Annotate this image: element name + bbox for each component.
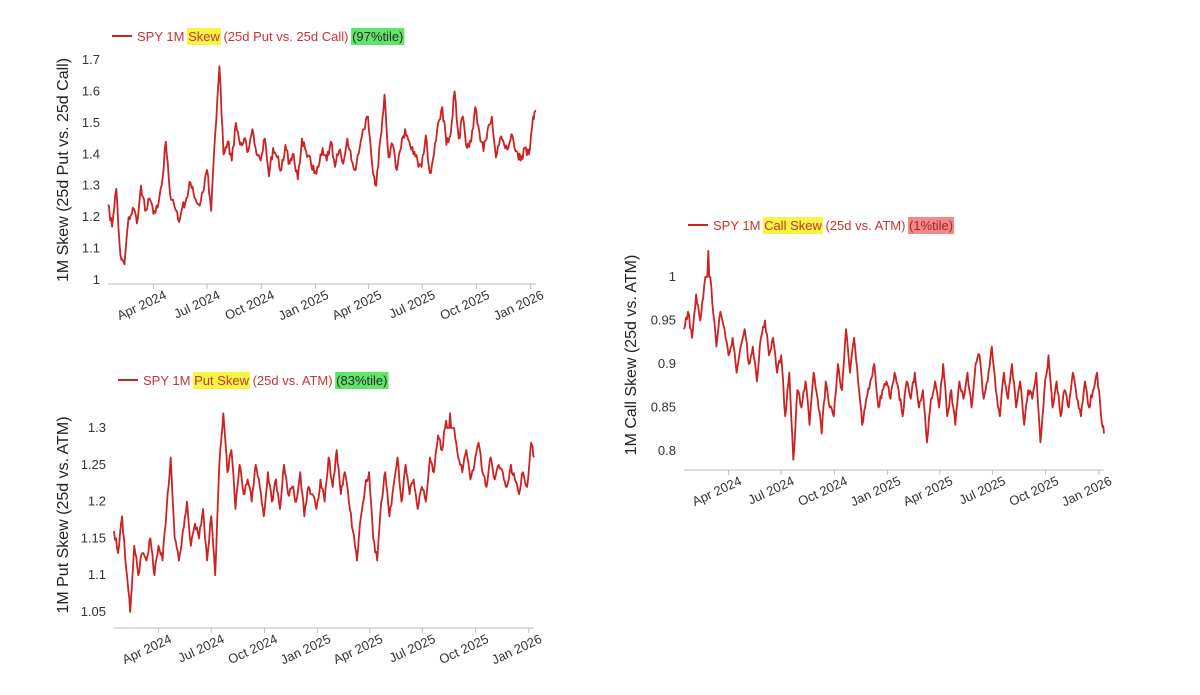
y-axis-label: 1M Skew (25d Put vs. 25d Call) [55, 58, 72, 282]
x-tick-label: Jul 2024 [176, 631, 227, 665]
legend-highlight-bg [351, 28, 405, 45]
legend-highlight-bg [908, 217, 955, 234]
series-line-call-skew [683, 250, 1105, 461]
legend-suffix: (25d vs. ATM) [822, 218, 909, 233]
x-tick-label: Jul 2025 [957, 473, 1008, 507]
series-line-put-skew [113, 412, 535, 613]
x-tick-label: Apr 2024 [690, 473, 744, 509]
x-tick-label: Apr 2025 [330, 287, 384, 323]
legend-badge: (1%tile) [909, 218, 953, 233]
chart-put-skew: SPY 1M Put Skew (25d vs. ATM) (83%tile) … [55, 372, 544, 667]
x-tick-label: Oct 2024 [222, 287, 276, 323]
series-line-skew [107, 65, 537, 266]
chart-call-skew: SPY 1M Call Skew (25d vs. ATM) (1%tile) … [623, 217, 1114, 509]
legend-put-skew: SPY 1M Put Skew (25d vs. ATM) (83%tile) [118, 372, 389, 389]
x-tick-label: Oct 2025 [1007, 473, 1061, 509]
legend-prefix: SPY 1M [143, 373, 194, 388]
x-tick-label: Jan 2025 [848, 473, 903, 509]
x-tick-label: Oct 2024 [226, 631, 280, 667]
y-tick-label: 1.6 [82, 83, 100, 98]
legend-highlight: Skew [188, 29, 220, 44]
legend-call-skew: SPY 1M Call Skew (25d vs. ATM) (1%tile) [688, 217, 955, 234]
y-tick-label: 1 [93, 272, 100, 287]
y-tick-label: 0.95 [651, 313, 676, 328]
y-axis-label: 1M Call Skew (25d vs. ATM) [623, 255, 640, 456]
y-tick-label: 0.85 [651, 400, 676, 415]
x-tick-label: Apr 2025 [901, 473, 955, 509]
y-tick-label: 1.3 [88, 420, 106, 435]
legend-text: SPY 1M Skew (25d Put vs. 25d Call) (97%t… [137, 29, 403, 44]
legend-highlight-bg [763, 217, 823, 234]
y-tick-label: 1.1 [88, 567, 106, 582]
y-tick-label: 0.9 [658, 356, 676, 371]
legend-text: SPY 1M Call Skew (25d vs. ATM) (1%tile) [713, 218, 953, 233]
legend-prefix: SPY 1M [713, 218, 764, 233]
legend-text: SPY 1M Put Skew (25d vs. ATM) (83%tile) [143, 373, 387, 388]
y-axis-label: 1M Put Skew (25d vs. ATM) [55, 416, 72, 613]
y-tick-label: 0.8 [658, 443, 676, 458]
legend-prefix: SPY 1M [137, 29, 188, 44]
x-tick-label: Oct 2025 [438, 287, 492, 323]
x-tick-label: Jan 2026 [491, 287, 546, 323]
y-tick-label: 1.1 [82, 241, 100, 256]
x-tick-label: Jan 2025 [276, 287, 331, 323]
x-tick-label: Apr 2024 [120, 631, 174, 667]
y-tick-label: 1.3 [82, 178, 100, 193]
legend-suffix: (25d Put vs. 25d Call) [220, 29, 352, 44]
y-ticks: 0.8 0.85 0.9 0.95 1 [651, 269, 676, 458]
x-tick-label: Jul 2024 [171, 287, 222, 321]
x-tick-label: Jul 2024 [746, 473, 797, 507]
legend-badge: (97%tile) [352, 29, 403, 44]
y-tick-label: 1.5 [82, 115, 100, 130]
x-tick-label: Apr 2024 [115, 287, 169, 323]
y-ticks: 1.05 1.1 1.15 1.2 1.25 1.3 [81, 420, 106, 619]
y-tick-label: 1.2 [82, 209, 100, 224]
y-ticks: 1 1.1 1.2 1.3 1.4 1.5 1.6 1.7 [82, 52, 100, 287]
legend-highlight-bg [187, 28, 221, 45]
chart-skew: SPY 1M Skew (25d Put vs. 25d Call) (97%t… [55, 28, 546, 323]
legend-skew: SPY 1M Skew (25d Put vs. 25d Call) (97%t… [112, 28, 405, 45]
legend-highlight-bg [335, 372, 389, 389]
y-tick-label: 1.7 [82, 52, 100, 67]
x-tick-label: Jan 2026 [1059, 473, 1114, 509]
x-tick-label: Jan 2026 [489, 631, 544, 667]
legend-suffix: (25d vs. ATM) [249, 373, 336, 388]
legend-highlight: Put Skew [194, 373, 250, 388]
x-tick-label: Jul 2025 [387, 631, 438, 665]
y-tick-label: 1.2 [88, 494, 106, 509]
y-tick-label: 1.05 [81, 604, 106, 619]
y-tick-label: 1 [669, 269, 676, 284]
y-tick-label: 1.4 [82, 146, 100, 161]
legend-badge: (83%tile) [336, 373, 387, 388]
x-tick-label: Jan 2025 [278, 631, 333, 667]
legend-highlight: Call Skew [764, 218, 822, 233]
x-tick-label: Oct 2024 [796, 473, 850, 509]
x-tick-label: Apr 2025 [331, 631, 385, 667]
x-tick-label: Oct 2025 [437, 631, 491, 667]
y-tick-label: 1.15 [81, 530, 106, 545]
x-tick-label: Jul 2025 [387, 287, 438, 321]
legend-highlight-bg [193, 372, 250, 389]
y-tick-label: 1.25 [81, 457, 106, 472]
